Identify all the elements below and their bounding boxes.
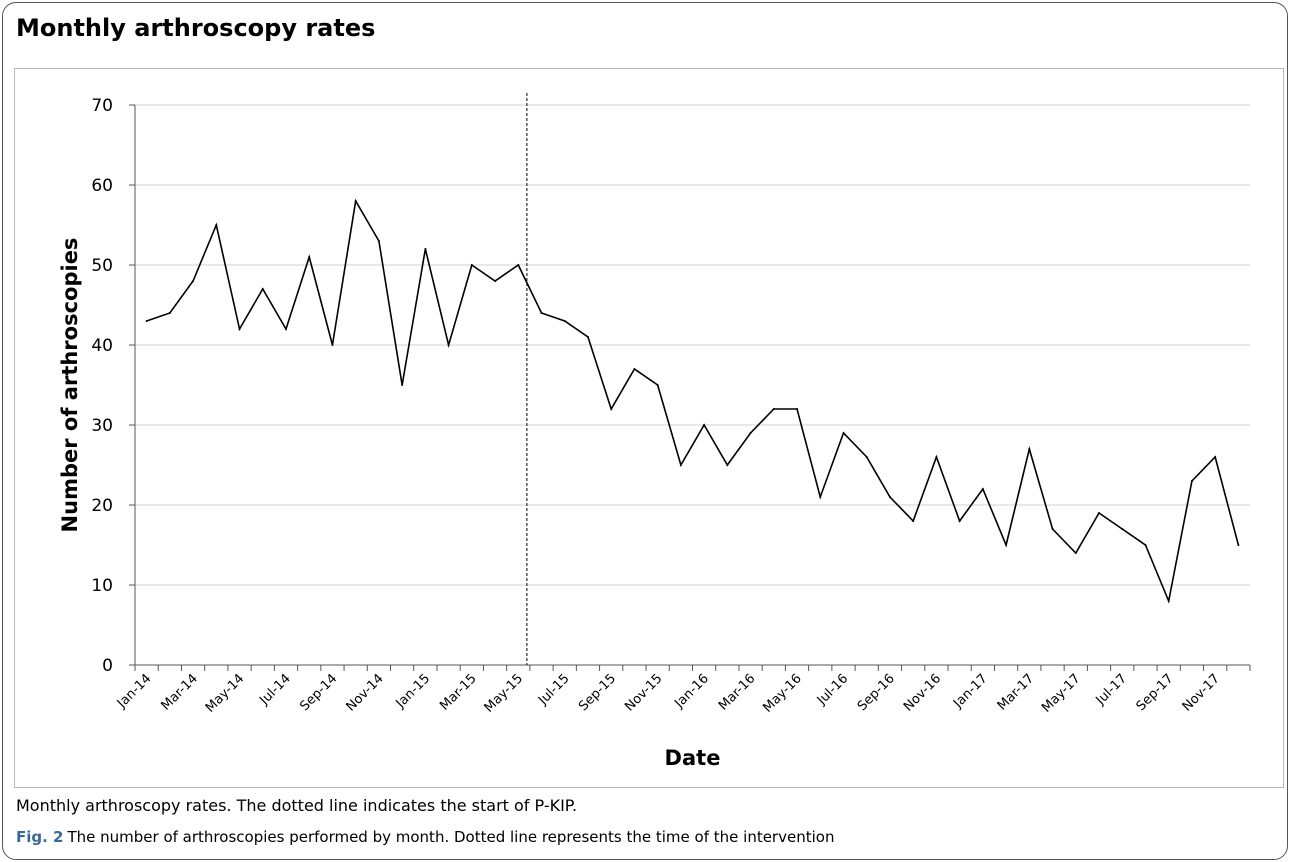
x-tick-label-Mar-16: Mar-16 [716, 671, 758, 713]
data-point-Oct-17 [1190, 480, 1193, 482]
x-tick-label-May-16: May-16 [760, 671, 804, 715]
x-tick-label-May-15: May-15 [482, 671, 526, 715]
x-tick-label-Jan-14: Jan-14 [114, 671, 155, 712]
x-tick-label-Nov-15: Nov-15 [622, 671, 665, 714]
x-tick-label-Sep-14: Sep-14 [297, 671, 340, 714]
data-point-Feb-14 [168, 312, 171, 314]
x-tick-label-Jan-16: Jan-16 [671, 671, 712, 712]
data-point-Aug-15 [586, 336, 589, 338]
x-tick-label-Sep-17: Sep-17 [1134, 671, 1177, 714]
data-point-Feb-15 [447, 344, 450, 346]
data-point-Jun-17 [1098, 512, 1101, 514]
data-point-Dec-16 [958, 520, 961, 522]
y-tick-label-50: 50 [91, 256, 113, 276]
data-point-Jan-16 [703, 424, 706, 426]
y-tick-label-10: 10 [91, 576, 113, 596]
x-tick-label-Nov-16: Nov-16 [901, 671, 944, 714]
data-point-Jul-16 [842, 432, 845, 434]
data-point-Jan-14 [145, 320, 148, 322]
x-tick-label-Nov-17: Nov-17 [1180, 671, 1223, 714]
x-tick-label-Jul-14: Jul-14 [256, 671, 293, 708]
data-point-Aug-16 [865, 456, 868, 458]
gridlines [135, 104, 1250, 586]
x-tick-label-Jan-15: Jan-15 [393, 671, 434, 712]
y-tick-label-40: 40 [91, 336, 113, 356]
data-point-Mar-15 [470, 264, 473, 266]
x-tick-label-Mar-17: Mar-17 [995, 671, 1037, 713]
axis-labels: Date Number of arthroscopies [58, 238, 720, 770]
x-tick-label-Mar-14: Mar-14 [159, 671, 201, 713]
data-point-Jul-17 [1121, 528, 1124, 530]
y-tick-label-60: 60 [91, 176, 113, 196]
data-point-Apr-16 [772, 408, 775, 410]
data-point-May-14 [238, 328, 241, 330]
figure-caption-text: The number of arthroscopies performed by… [67, 828, 835, 846]
data-point-Aug-17 [1144, 544, 1147, 546]
series-group [145, 198, 1240, 604]
data-point-Jun-16 [819, 496, 822, 498]
x-axis-title: Date [665, 746, 721, 770]
plot-frame [14, 68, 1284, 788]
y-tick-label-70: 70 [91, 96, 113, 116]
x-tick-label-Mar-15: Mar-15 [437, 671, 479, 713]
data-point-Dec-14 [401, 384, 404, 386]
data-point-Nov-16 [935, 456, 938, 458]
data-point-Jan-15 [424, 248, 427, 250]
data-point-May-17 [1074, 552, 1077, 554]
x-tick-label-Nov-14: Nov-14 [343, 671, 386, 714]
series-line-0 [146, 198, 1240, 604]
y-axis-title: Number of arthroscopies [58, 238, 82, 533]
data-point-Jun-15 [540, 312, 543, 314]
data-point-Aug-14 [308, 256, 311, 258]
y-tick-label-20: 20 [91, 496, 113, 516]
y-axis: 0 10 20 30 40 50 60 70 [91, 96, 136, 676]
y-tick-label-0: 0 [102, 656, 113, 676]
data-point-Dec-17 [1237, 544, 1240, 546]
data-point-Oct-16 [912, 520, 915, 522]
data-point-Mar-16 [749, 432, 752, 434]
data-point-Feb-16 [726, 464, 729, 466]
x-tick-label-May-17: May-17 [1039, 671, 1083, 715]
x-tick-label-Sep-16: Sep-16 [855, 671, 898, 714]
data-point-Sep-15 [610, 408, 613, 410]
data-point-Sep-16 [888, 496, 891, 498]
data-point-May-15 [517, 264, 520, 266]
data-point-Apr-14 [215, 224, 218, 226]
x-tick-label-May-14: May-14 [203, 671, 247, 715]
data-point-Jan-17 [981, 488, 984, 490]
data-point-Jun-14 [261, 288, 264, 290]
data-point-Oct-15 [633, 368, 636, 370]
figure-caption: Fig. 2 The number of arthroscopies perfor… [16, 828, 834, 846]
x-tick-label-Jul-17: Jul-17 [1093, 671, 1130, 708]
data-point-Sep-17 [1167, 600, 1170, 602]
y-tick-label-30: 30 [91, 416, 113, 436]
data-point-Mar-14 [192, 280, 195, 282]
data-point-May-16 [796, 408, 799, 410]
x-tick-label-Jan-17: Jan-17 [950, 671, 991, 712]
data-point-Jul-14 [284, 328, 287, 330]
data-point-Feb-17 [1005, 544, 1008, 546]
chart-title: Monthly arthroscopy rates [16, 14, 376, 42]
chart-note: Monthly arthroscopy rates. The dotted li… [16, 796, 578, 815]
data-point-Mar-17 [1028, 448, 1031, 450]
data-point-Oct-14 [354, 200, 357, 202]
data-point-Nov-14 [377, 240, 380, 242]
x-tick-label-Jul-15: Jul-15 [535, 671, 572, 708]
data-point-Jul-15 [563, 320, 566, 322]
data-point-Apr-15 [494, 280, 497, 282]
x-axis: Jan-14 Mar-14 May-14 Jul-14 Sep-14 Nov-14 Jan-… [114, 664, 1251, 716]
x-tick-label-Jul-16: Jul-16 [814, 671, 851, 708]
figure-label: Fig. 2 [16, 828, 64, 846]
data-point-Dec-15 [679, 464, 682, 466]
data-point-Sep-14 [331, 344, 334, 346]
data-point-Nov-17 [1214, 456, 1217, 458]
data-point-Apr-17 [1051, 528, 1054, 530]
data-point-Nov-15 [656, 384, 659, 386]
x-tick-label-Sep-15: Sep-15 [576, 671, 619, 714]
